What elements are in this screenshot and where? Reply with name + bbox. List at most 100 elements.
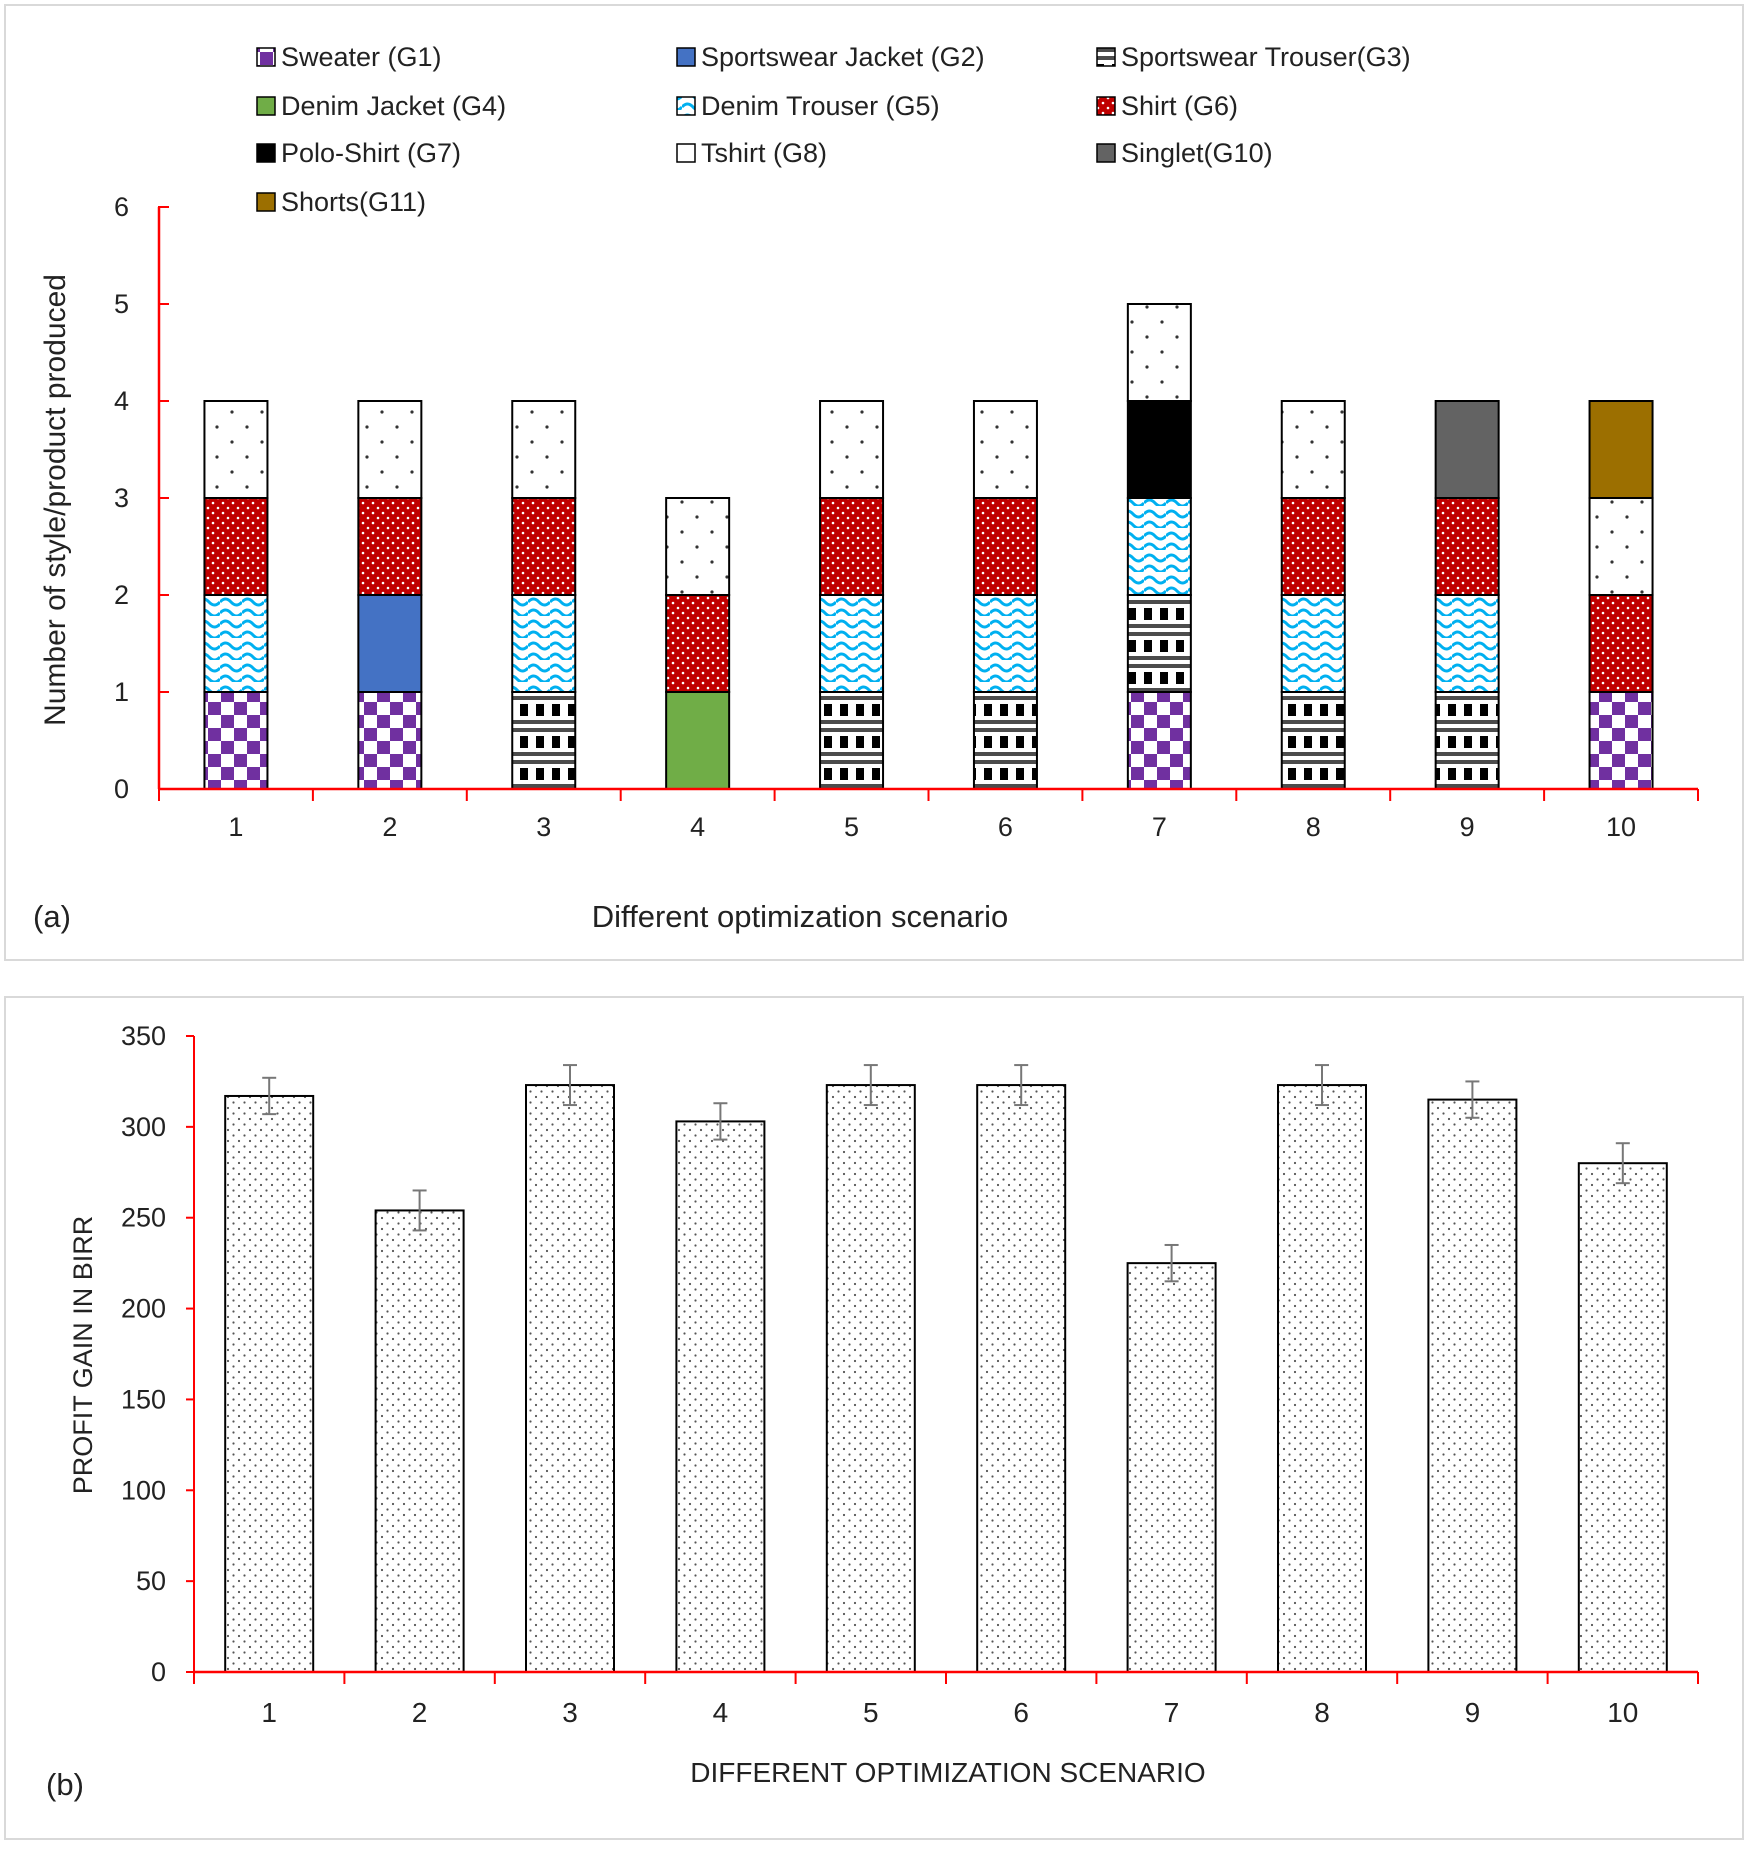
legend-label-g6: Shirt (G6) — [1121, 91, 1238, 121]
bar-5 — [825, 1084, 916, 1673]
bar-segment-5-g8 — [819, 400, 885, 499]
bar-segment-2-g1 — [357, 691, 423, 790]
x-tick-label: 5 — [844, 812, 859, 842]
x-tick-label: 9 — [1460, 812, 1475, 842]
bar-7 — [1126, 1262, 1217, 1673]
bar-2 — [374, 1209, 465, 1673]
x-tick-label: 2 — [412, 1697, 428, 1728]
bar-segment-5-g5 — [819, 594, 885, 693]
x-tick-label: 1 — [228, 812, 243, 842]
bar-segment-2-g2 — [357, 594, 423, 693]
bar-segment-3-g6 — [511, 497, 577, 596]
y-tick-label: 150 — [121, 1384, 166, 1414]
bar-segment-3-g8 — [511, 400, 577, 499]
x-tick-label: 4 — [713, 1697, 729, 1728]
x-tick-label: 1 — [261, 1697, 277, 1728]
x-tick-label: 4 — [690, 812, 705, 842]
bar-segment-6-g8 — [972, 400, 1038, 499]
bar-segment-8-g8 — [1280, 400, 1346, 499]
bar-1 — [224, 1094, 315, 1673]
y-tick-label: 6 — [114, 192, 129, 222]
bar-segment-7-g3 — [1126, 594, 1192, 693]
y-tick-label: 0 — [151, 1657, 166, 1687]
legend-label-g2: Sportswear Jacket (G2) — [701, 42, 985, 72]
x-tick-label: 2 — [382, 812, 397, 842]
bar-10 — [1577, 1162, 1668, 1673]
bar-8 — [1277, 1084, 1367, 1673]
x-tick-label: 9 — [1465, 1697, 1481, 1728]
bar-segment-6-g3 — [972, 691, 1038, 790]
legend-swatch-g8 — [676, 143, 696, 163]
x-tick-label: 10 — [1607, 1697, 1638, 1728]
bar-segment-8-g5 — [1280, 594, 1346, 693]
legend-swatch-g2 — [676, 47, 696, 67]
bar-segment-3-g5 — [511, 594, 577, 693]
x-tick-label: 3 — [536, 812, 551, 842]
x-tick-label: 7 — [1164, 1697, 1180, 1728]
bar-segment-7-g7 — [1126, 400, 1192, 499]
panel-label: (a) — [33, 899, 71, 934]
bar-segment-8-g6 — [1280, 497, 1346, 596]
legend-swatch-g7 — [256, 143, 276, 163]
bar-segment-10-g6 — [1588, 594, 1654, 693]
legend-swatch-g3 — [1096, 47, 1116, 67]
y-tick-label: 5 — [114, 289, 129, 319]
bar-6 — [976, 1084, 1067, 1673]
y-tick-label: 100 — [121, 1475, 166, 1505]
bar-segment-8-g3 — [1280, 691, 1346, 790]
x-tick-label: 3 — [562, 1697, 578, 1728]
bar-segment-7-g5 — [1126, 497, 1192, 596]
y-tick-label: 300 — [121, 1112, 166, 1142]
y-tick-label: 50 — [136, 1566, 166, 1596]
bar-segment-1-g5 — [203, 594, 269, 693]
legend-label-g10: Singlet(G10) — [1121, 138, 1273, 168]
bar-segment-10-g11 — [1588, 400, 1654, 499]
bar-segment-9-g5 — [1434, 594, 1500, 693]
bar-segment-1-g6 — [203, 497, 269, 596]
legend-swatch-g6 — [1096, 96, 1116, 116]
legend-label-g1: Sweater (G1) — [281, 42, 442, 72]
bar-segment-1-g8 — [203, 400, 269, 499]
y-tick-label: 350 — [121, 1021, 166, 1051]
bar-segment-2-g6 — [357, 497, 423, 596]
y-tick-label: 3 — [114, 483, 129, 513]
x-axis-title: Different optimization scenario — [592, 899, 1008, 934]
y-tick-label: 250 — [121, 1203, 166, 1233]
legend-swatch-g5 — [676, 96, 696, 116]
bar-segment-5-g3 — [819, 691, 885, 790]
y-tick-label: 200 — [121, 1294, 166, 1324]
legend-swatch-g10 — [1096, 143, 1116, 163]
bar-segment-9-g3 — [1434, 691, 1500, 790]
x-axis-title: DIFFERENT OPTIMIZATION SCENARIO — [690, 1757, 1205, 1788]
bar-segment-4-g4 — [665, 691, 731, 790]
panel-label: (b) — [46, 1767, 84, 1802]
legend-swatch-g11 — [256, 192, 276, 212]
legend-label-g11: Shorts(G11) — [281, 187, 426, 217]
bar-segment-3-g3 — [511, 691, 577, 790]
y-tick-label: 1 — [114, 677, 129, 707]
bar-segment-7-g1 — [1126, 691, 1192, 790]
bar-segment-5-g6 — [819, 497, 885, 596]
y-tick-label: 2 — [114, 580, 129, 610]
x-tick-label: 8 — [1306, 812, 1321, 842]
bar-segment-10-g8 — [1588, 497, 1654, 596]
bar-segment-1-g1 — [203, 691, 269, 790]
x-tick-label: 8 — [1314, 1697, 1330, 1728]
bar-9 — [1427, 1098, 1518, 1673]
x-tick-label: 10 — [1606, 812, 1636, 842]
y-tick-label: 0 — [114, 774, 129, 804]
x-tick-label: 5 — [863, 1697, 879, 1728]
bar-3 — [525, 1084, 615, 1673]
x-tick-label: 6 — [1013, 1697, 1029, 1728]
y-axis-title: PROFIT GAIN IN BIRR — [68, 1216, 98, 1495]
bar-segment-10-g1 — [1588, 691, 1654, 790]
y-axis-title: Number of style/product produced — [39, 274, 72, 726]
bar-segment-2-g8 — [357, 400, 423, 499]
bar-4 — [675, 1120, 766, 1674]
legend-label-g4: Denim Jacket (G4) — [281, 91, 506, 121]
bar-segment-6-g6 — [972, 497, 1038, 596]
x-tick-label: 6 — [998, 812, 1013, 842]
legend-label-g5: Denim Trouser (G5) — [701, 91, 940, 121]
legend-swatch-g1 — [256, 47, 276, 67]
